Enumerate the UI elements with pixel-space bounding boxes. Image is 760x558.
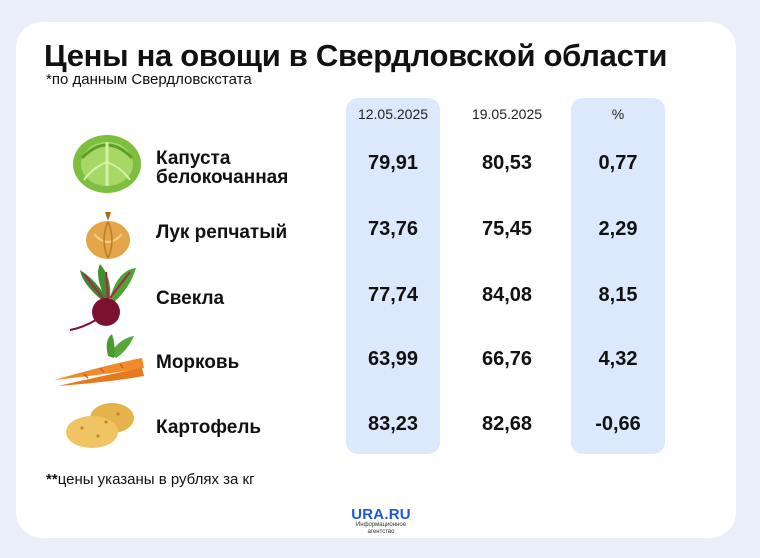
cabbage-icon (73, 135, 141, 193)
price-cell: 79,91 (367, 152, 419, 174)
potato-icon (66, 403, 134, 448)
highlight-column-percent (571, 98, 665, 454)
price-cell: 83,23 (367, 413, 419, 435)
source-note: *по данным Свердловскстата (46, 71, 252, 88)
units-footnote: **цены указаны в рублях за кг (46, 471, 255, 488)
ura-logo: URA.RU Информационное агентство (351, 506, 411, 535)
column-header: % (611, 106, 625, 122)
price-cell: 2,29 (598, 218, 638, 240)
vegetable-name-line: Морковь (156, 351, 240, 373)
price-cell: 75,45 (481, 218, 533, 240)
price-cell: 82,68 (481, 413, 533, 435)
page-title: Цены на овощи в Свердловской области (44, 38, 668, 73)
price-cell: 4,32 (598, 348, 638, 370)
price-cell: 73,76 (367, 218, 419, 240)
vegetable-name-line: Свекла (156, 287, 225, 309)
price-cell: 77,74 (367, 284, 419, 306)
vegetable-name: Капуста белокочанная (156, 149, 288, 187)
column-header: 12.05.2025 (357, 106, 429, 122)
vegetable-name-line: Лук репчатый (156, 221, 288, 243)
price-cell: 66,76 (481, 348, 533, 370)
price-cell: 63,99 (367, 348, 419, 370)
carrot-icon (54, 334, 144, 386)
price-cell: 8,15 (598, 284, 638, 306)
price-cell: 0,77 (598, 152, 638, 174)
column-header: 19.05.2025 (471, 106, 543, 122)
price-cell: 84,08 (481, 284, 533, 306)
vegetable-name: Морковь (156, 353, 239, 372)
vegetable-name: Лук репчатый (156, 223, 287, 242)
vegetable-name-line: Картофель (156, 416, 262, 438)
vegetable-name-line: Капуста (156, 148, 231, 169)
price-cell: -0,66 (595, 413, 641, 435)
vegetable-name: Свекла (156, 289, 224, 308)
vegetable-name-line: белокочанная (156, 167, 289, 188)
highlight-column-first-date (346, 98, 440, 454)
beet-icon (69, 264, 136, 331)
vegetable-name: Картофель (156, 418, 261, 437)
onion-icon (86, 212, 130, 259)
price-cell: 80,53 (481, 152, 533, 174)
